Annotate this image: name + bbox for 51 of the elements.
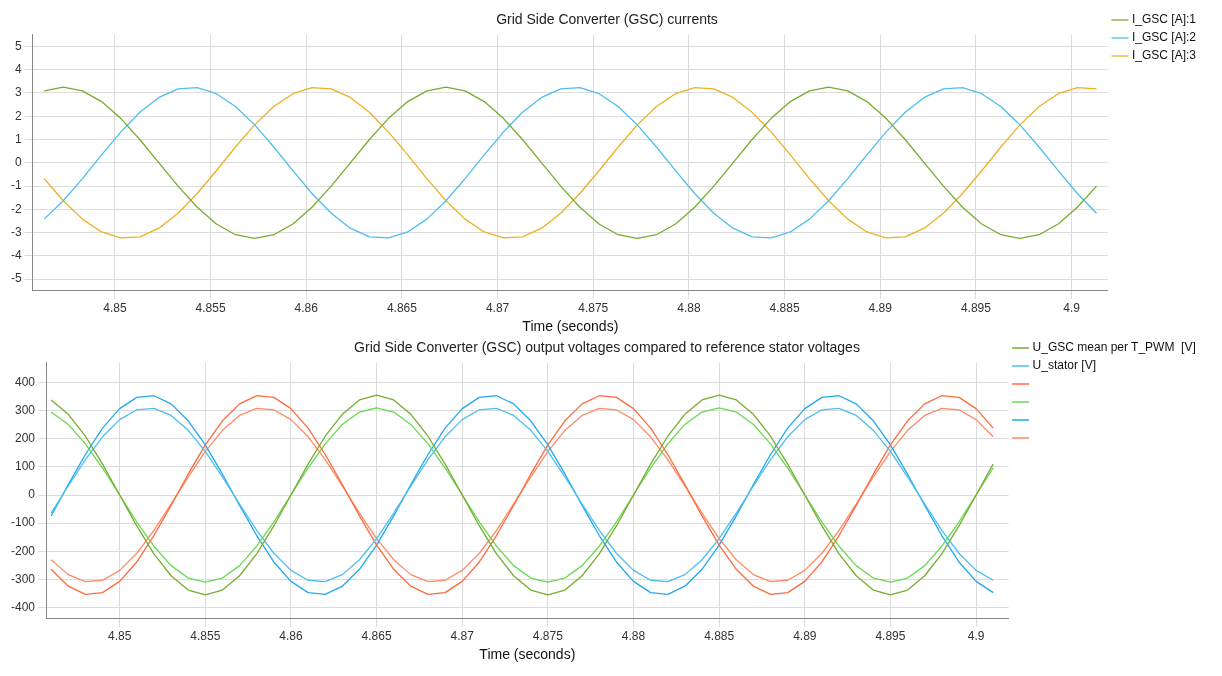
x-axis-title: Time (seconds) [479,646,576,663]
x-tick-label: 4.89 [793,629,817,644]
x-tick-label: 4.895 [875,629,906,644]
x-tick-label: 4.895 [960,301,992,316]
y-tick-label: -4 [11,248,22,263]
legend-label: U_stator [V] [1032,358,1096,373]
y-tick-label: 100 [14,459,36,474]
x-tick-label: 4.855 [195,301,226,316]
x-tick-label: 4.85 [107,629,132,644]
x-tick-label: 4.88 [677,301,701,316]
x-tick-label: 4.86 [294,301,319,316]
y-tick-label: -200 [10,543,36,558]
y-tick-label: -100 [10,515,36,530]
y-tick-label: -3 [11,224,22,239]
legend-label: I_GSC [A]:1 [1131,12,1197,27]
y-tick-label: -400 [10,599,36,614]
x-tick-label: 4.885 [704,629,735,644]
y-tick-label: 0 [28,487,36,502]
x-tick-label: 4.87 [485,301,510,316]
x-tick-label: 4.89 [868,301,893,316]
y-tick-label: 300 [14,402,36,417]
chart-title: Grid Side Converter (GSC) currents [496,11,718,28]
x-tick-label: 4.9 [967,629,985,644]
x-tick-label: 4.87 [450,629,475,644]
legend-label: I_GSC [A]:2 [1131,30,1197,45]
x-tick-label: 4.88 [621,629,646,644]
x-axis-title: Time (seconds) [522,318,619,335]
y-tick-label: 2 [14,108,22,123]
x-tick-label: 4.885 [769,301,800,316]
legend-label: U_GSC mean per T_PWM [V] [1032,340,1196,355]
x-tick-label: 4.875 [532,629,564,644]
chart-title: Grid Side Converter (GSC) output voltages compared to reference stator voltages [354,339,860,356]
y-tick-label: 400 [14,374,36,389]
y-tick-label: 0 [14,155,22,170]
y-tick-label: 1 [14,131,22,146]
x-tick-label: 4.865 [361,629,392,644]
x-tick-label: 4.9 [1063,301,1081,316]
x-tick-label: 4.86 [279,629,303,644]
legend-label: I_GSC [A]:3 [1131,48,1197,63]
y-tick-label: -1 [11,178,22,193]
y-tick-label: -300 [10,571,36,586]
y-tick-label: -5 [11,271,22,286]
x-tick-label: 4.855 [190,629,221,644]
x-tick-label: 4.875 [578,301,609,316]
x-tick-label: 4.85 [103,301,127,316]
y-tick-label: 3 [14,85,22,100]
y-tick-label: 4 [14,62,22,77]
y-tick-label: 5 [14,38,22,53]
y-tick-label: -2 [11,201,22,216]
y-tick-label: 200 [14,431,36,446]
x-tick-label: 4.865 [386,301,418,316]
